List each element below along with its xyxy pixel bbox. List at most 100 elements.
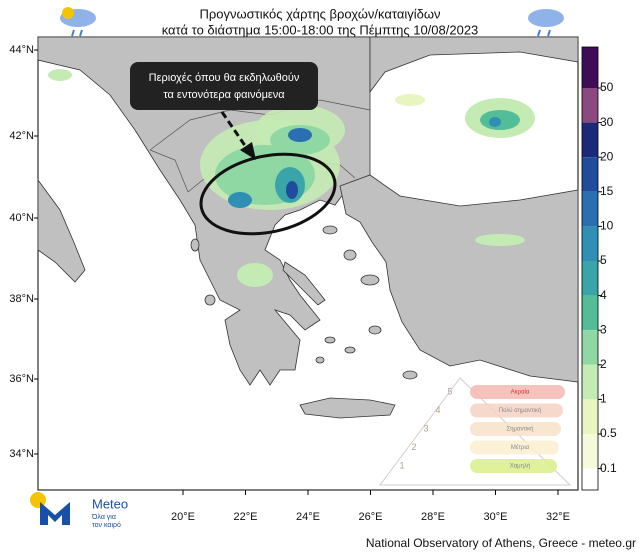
risk-number: 1 (399, 460, 404, 470)
risk-band (470, 422, 561, 436)
map: Περιοχές όπου θα εκδηλωθούν τα εντονότερ… (37, 36, 579, 491)
footer-credit: National Observatory of Athens, Greece -… (366, 536, 636, 550)
colorbar-label: 15 (600, 184, 614, 198)
island (315, 356, 325, 364)
lat-label: 42°N (9, 130, 34, 142)
colorbar-label: 20 (600, 149, 614, 163)
title: Προγνωστικός χάρτης βροχών/καταιγίδων (199, 6, 440, 21)
weather-icon (528, 9, 564, 37)
lat-label: 40°N (9, 212, 34, 224)
rain-area (286, 181, 298, 199)
lat-label: 34°N (9, 448, 34, 460)
lon-label: 20°E (171, 511, 195, 523)
logo-tagline: Όλα για (91, 514, 116, 521)
risk-number: 4 (435, 405, 440, 415)
turkey-land (339, 174, 579, 383)
rain-drop (547, 29, 551, 37)
lon-label: 28°E (421, 511, 445, 523)
rain-area (395, 94, 425, 106)
colorbar-label: 3 (600, 322, 607, 336)
rain-area (237, 263, 273, 287)
risk-number: 5 (447, 386, 452, 396)
lon-label: 24°E (296, 511, 320, 523)
colorbar-frame (581, 46, 599, 491)
risk-band (470, 459, 557, 473)
lon-label: 30°E (484, 511, 508, 523)
island (204, 294, 216, 306)
island (360, 274, 380, 286)
rain-area (489, 117, 501, 127)
risk-band (470, 385, 565, 399)
risk-level: Χαμηλή (510, 463, 531, 470)
island (322, 225, 338, 235)
lat-label: 38°N (9, 293, 34, 305)
risk-level: Σημαντική (506, 426, 533, 433)
euboea (282, 261, 326, 306)
lat-label: 36°N (9, 373, 34, 385)
colorbar-segment (582, 226, 598, 261)
island (402, 370, 418, 380)
lon-label: 32°E (546, 511, 570, 523)
island (190, 238, 200, 252)
colorbar-segment (582, 295, 598, 331)
colorbar: 50 30 20 15 10 5 4 3 2 1 0.5 0.1 (581, 46, 617, 491)
logo-name: Meteo (92, 496, 128, 511)
annotation-arrow (220, 111, 250, 151)
logo-tagline: τον καιρό (92, 521, 121, 529)
logo: Meteo Όλα για τον καιρό (30, 492, 128, 529)
rain-drop (79, 29, 83, 37)
island (324, 336, 336, 344)
colorbar-label: 2 (600, 357, 607, 371)
north-black-sea-land (369, 36, 579, 94)
islands (190, 225, 418, 380)
weather-icon (60, 7, 96, 37)
sun (62, 7, 74, 19)
rain-area (288, 128, 312, 142)
annotation-text: τα εντονότερα φαινόμενα (163, 89, 285, 101)
risk-band (470, 440, 559, 455)
cloud (528, 9, 564, 27)
precipitation (48, 69, 535, 287)
rain-area (228, 192, 252, 208)
colorbar-segment (582, 399, 598, 434)
logo-mark (40, 502, 70, 525)
italy-land (37, 178, 86, 283)
colorbar-segment (582, 434, 598, 469)
colorbar-segment (582, 468, 598, 490)
lon-label: 22°E (234, 511, 258, 523)
header: Προγνωστικός χάρτης βροχών/καταιγίδων κα… (60, 6, 564, 37)
lon-label: 26°E (359, 511, 383, 523)
highlight-ellipse (199, 152, 337, 236)
colorbar-segment (582, 88, 598, 123)
rain-area (48, 69, 72, 81)
colorbar-label: 50 (600, 80, 614, 94)
risk-number: 2 (411, 442, 416, 452)
colorbar-label: 0.1 (600, 461, 617, 475)
risk-level: Ακραία (511, 390, 530, 396)
colorbar-segment (582, 364, 598, 400)
title: κατά το διάστημα 15:00-18:00 της Πέμπτης… (162, 22, 479, 37)
colorbar-segment (582, 191, 598, 227)
arrow-head (240, 142, 256, 160)
colorbar-label: 5 (600, 253, 607, 267)
colorbar-segment (582, 157, 598, 192)
axes: 44°N 42°N 40°N 38°N 36°N 34°N 20°E 22°E 24°E 26°E… (9, 44, 570, 523)
colorbar-label: 10 (600, 219, 614, 233)
island (344, 346, 356, 354)
colorbar-segment (582, 261, 598, 296)
annotation-text: Περιοχές όπου θα εκδηλωθούν (149, 72, 300, 84)
risk-level: Μέτρια (511, 444, 530, 451)
colorbar-segment (582, 47, 598, 88)
colorbar-segment (582, 330, 598, 365)
rain-drop (71, 29, 75, 37)
colorbar-label: 30 (600, 115, 614, 129)
colorbar-label: 0.5 (600, 426, 617, 440)
risk-band (470, 403, 563, 418)
lat-label: 44°N (9, 44, 34, 56)
risk-number: 3 (423, 423, 428, 433)
colorbar-segment (582, 122, 598, 158)
annotation-box (130, 62, 318, 110)
island (368, 325, 382, 335)
rain-drop (537, 29, 541, 37)
